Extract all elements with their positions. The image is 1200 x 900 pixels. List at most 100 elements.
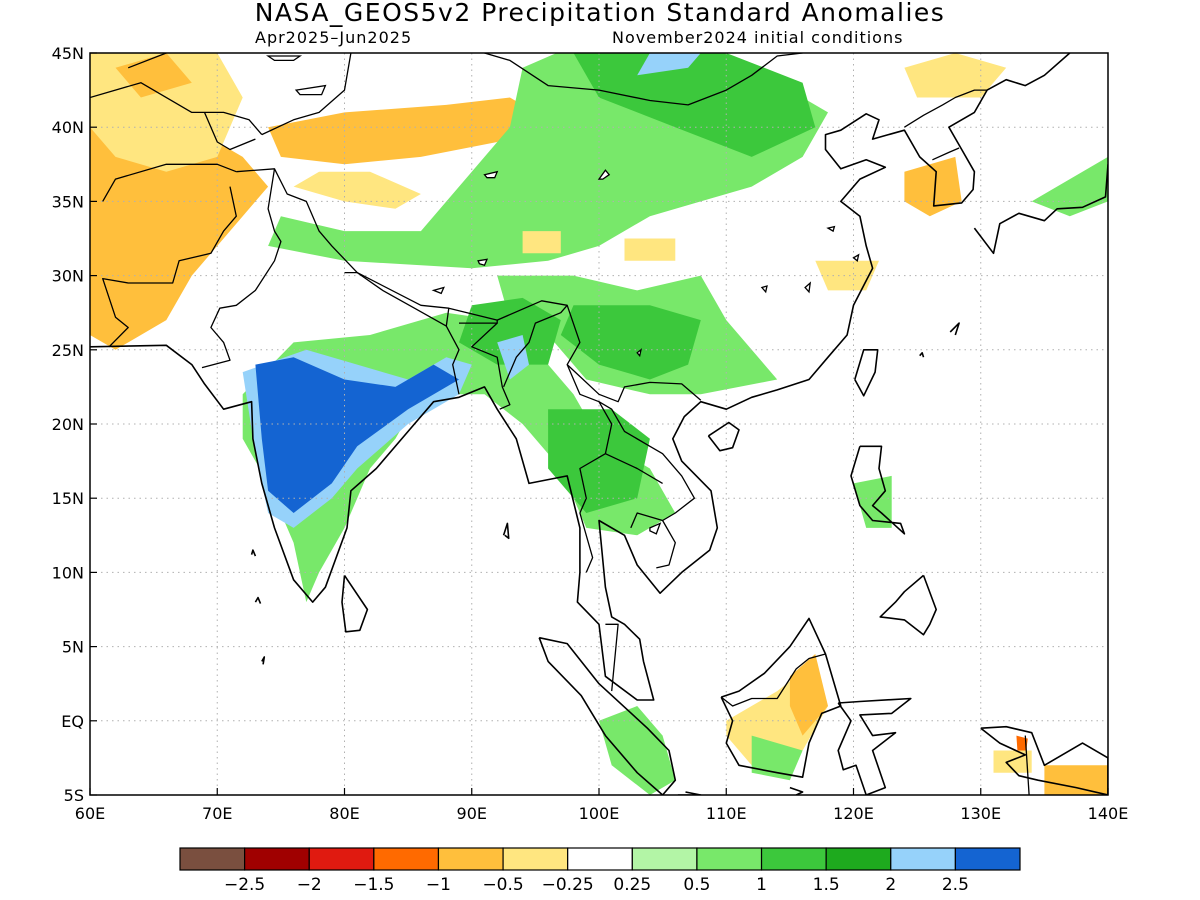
y-tick-label: 10N	[52, 563, 84, 582]
coastline	[854, 348, 879, 397]
anomaly-region	[560, 305, 701, 380]
country-border	[236, 168, 702, 403]
country-border	[605, 623, 619, 692]
colorbar-label: −1	[426, 875, 451, 895]
colorbar-label: −0.25	[542, 875, 594, 895]
y-tick-label: 5S	[64, 786, 84, 805]
x-tick-label: 60E	[75, 804, 105, 823]
lake	[431, 286, 445, 295]
country-border	[90, 82, 263, 136]
lake	[804, 281, 812, 294]
country-border	[904, 89, 988, 128]
y-tick-label: EQ	[61, 712, 84, 731]
coastline	[677, 791, 702, 795]
y-tick-label: 30N	[52, 267, 84, 286]
country-border	[656, 520, 676, 569]
x-tick-label: 130E	[960, 804, 1001, 823]
colorbar-swatch	[502, 847, 569, 871]
lake	[266, 55, 303, 62]
anomaly-region	[1044, 765, 1108, 795]
anomaly-region	[522, 231, 561, 254]
coastline	[973, 164, 1108, 255]
country-border	[471, 322, 511, 410]
chart-title: NASA_GEOS5v2 Precipitation Standard Anom…	[254, 0, 946, 27]
country-border	[566, 364, 613, 573]
colorbar-swatch	[890, 847, 956, 871]
anomaly-region	[789, 654, 828, 736]
colorbar-label: 1.5	[813, 875, 840, 895]
colorbar-swatch	[567, 847, 633, 871]
colorbar-label: −2.5	[224, 875, 265, 895]
colorbar-swatch	[954, 847, 1021, 871]
coastline	[341, 574, 369, 633]
colorbar-label: −2	[297, 875, 322, 895]
anomaly-region	[904, 156, 962, 217]
colorbar-swatch	[696, 847, 763, 871]
coastline	[980, 725, 1108, 795]
coastline	[789, 786, 804, 795]
country-border	[102, 186, 237, 348]
coastline	[949, 322, 960, 336]
anomaly-region	[90, 53, 243, 172]
y-tick-label: 25N	[52, 341, 84, 360]
coastline	[879, 574, 938, 636]
colorbar-label: 2	[885, 875, 896, 895]
anomaly-region	[1031, 156, 1108, 217]
colorbar-swatch	[760, 847, 827, 871]
colorbar-swatch	[437, 847, 504, 871]
country-border	[503, 304, 568, 388]
colorbar-swatch	[179, 847, 246, 871]
colorbar-label: 2.5	[942, 875, 969, 895]
coastline	[837, 697, 912, 795]
colorbar-swatch	[373, 847, 440, 871]
lake	[852, 253, 860, 262]
axis-tick-layer: 60E 70E 80E 90E 100E 110E 120E 130E 140E 45N 40N 35…	[52, 44, 1129, 823]
coastline	[250, 549, 257, 557]
country-border	[201, 168, 282, 369]
anomaly-region	[599, 706, 676, 795]
coastline	[254, 596, 262, 604]
country-border	[932, 147, 960, 161]
y-tick-label: 45N	[52, 44, 84, 63]
coastline	[720, 617, 842, 779]
anomaly-region	[459, 297, 561, 365]
anomaly-region	[815, 260, 879, 291]
lake	[649, 522, 662, 535]
lake	[597, 169, 611, 180]
lake	[294, 84, 327, 96]
x-tick-label: 140E	[1088, 804, 1129, 823]
country-border	[1024, 735, 1030, 795]
anomaly-region	[268, 97, 536, 165]
coastline	[850, 445, 906, 535]
anomaly-region	[255, 357, 459, 513]
y-tick-label: 20N	[52, 415, 84, 434]
colorbar-label: 0.5	[683, 875, 710, 895]
y-tick-label: 5N	[62, 638, 84, 657]
country-border	[127, 53, 167, 69]
coastline	[707, 421, 740, 452]
x-tick-label: 120E	[833, 804, 874, 823]
colorbar-swatch	[308, 847, 375, 871]
lake	[477, 258, 489, 266]
country-border	[203, 112, 256, 151]
country-border	[344, 271, 450, 327]
colorbar-swatch	[244, 847, 310, 871]
country-border	[261, 53, 352, 136]
lake	[636, 348, 643, 358]
country-border	[102, 163, 237, 202]
x-tick-label: 110E	[706, 804, 747, 823]
colorbar-label: 1	[756, 875, 767, 895]
lake	[483, 170, 499, 179]
initial-conditions-subtitle: November2024 initial conditions	[612, 28, 904, 47]
colorbar-legend: −2.5 −2 −1.5 −1 −0.5 −0.25 0.25 0.5 1 1.5 2 2.5	[179, 847, 1021, 895]
colorbar-label: 0.25	[613, 875, 651, 895]
coastline-layer	[90, 53, 1108, 795]
coastline	[538, 636, 677, 795]
lake	[760, 285, 768, 294]
anomaly-region	[497, 335, 529, 380]
colorbar-swatch	[825, 847, 892, 871]
anomaly-region	[573, 53, 816, 157]
anomaly-region	[904, 53, 1007, 98]
anomaly-region	[853, 475, 892, 528]
